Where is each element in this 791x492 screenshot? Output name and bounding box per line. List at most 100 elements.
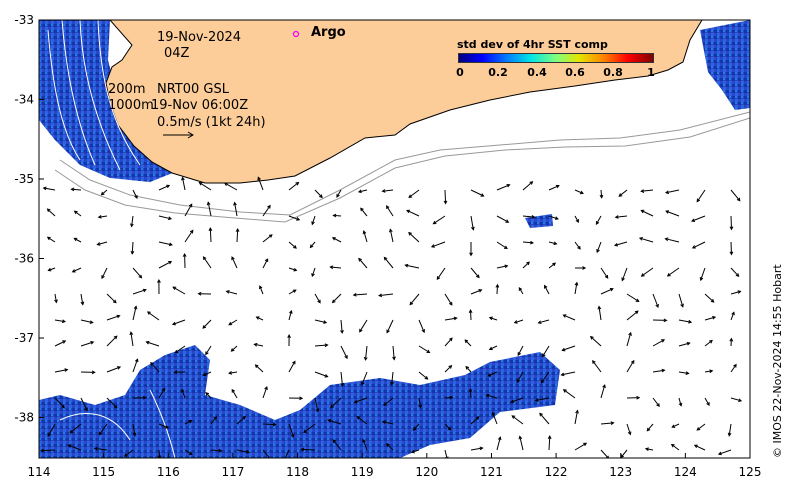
current-vector	[487, 371, 498, 377]
current-vector-head	[390, 381, 394, 386]
current-vector	[413, 423, 420, 431]
lat-tick-label: -37	[14, 331, 34, 345]
current-vector	[94, 447, 108, 451]
contour-200m	[59, 111, 750, 216]
current-vector	[678, 319, 692, 323]
current-vector-head	[589, 335, 594, 340]
current-vector-head	[233, 201, 237, 206]
current-vector	[641, 210, 654, 217]
current-vector	[262, 449, 270, 458]
current-vector	[146, 341, 160, 347]
current-vector	[228, 319, 238, 326]
current-vector-head	[497, 436, 502, 441]
current-vector-head	[518, 287, 523, 291]
current-vector-head	[709, 339, 713, 344]
current-vector-head	[696, 198, 701, 203]
current-vector-head	[656, 403, 660, 408]
current-vector	[327, 419, 342, 425]
current-vector	[574, 215, 579, 223]
current-vector	[408, 232, 420, 243]
scale-label: 0.5m/s (1kt 24h)	[157, 115, 266, 130]
current-vector	[406, 209, 420, 217]
current-vector	[205, 345, 212, 355]
current-vector-head	[552, 262, 557, 267]
current-vector-head	[188, 420, 193, 424]
current-vector	[418, 371, 428, 380]
current-vector-head	[129, 331, 134, 336]
current-vector	[47, 208, 56, 217]
current-vector-head	[665, 210, 670, 214]
current-vector	[359, 319, 368, 333]
current-vector	[175, 345, 186, 354]
current-vector	[514, 319, 524, 324]
current-vector	[444, 365, 452, 373]
current-vector	[519, 436, 524, 451]
current-vector-head	[324, 374, 329, 378]
current-vector-head	[640, 209, 645, 214]
current-vector-head	[47, 433, 51, 438]
current-vector	[548, 241, 557, 245]
current-vector-head	[352, 292, 357, 297]
current-vector-head	[231, 388, 236, 393]
lon-tick-label: 124	[674, 465, 697, 479]
current-vector-head	[168, 242, 173, 247]
current-vector-head	[254, 364, 259, 369]
current-vector-head	[518, 435, 523, 440]
current-vector	[548, 436, 551, 451]
current-vector	[98, 215, 108, 218]
current-vector-head	[205, 351, 209, 356]
current-vector	[54, 319, 65, 323]
current-vector	[470, 267, 480, 278]
colorbar-tick: 0.4	[527, 66, 547, 79]
current-vector-head	[562, 314, 567, 318]
current-vector-head	[595, 221, 600, 226]
current-vector	[184, 204, 193, 217]
current-vector-head	[670, 443, 675, 448]
current-vector-head	[712, 315, 717, 320]
current-vector-head	[630, 359, 635, 364]
current-vector-head	[123, 453, 128, 457]
current-vector-head	[283, 460, 286, 463]
current-vector-head	[73, 237, 78, 242]
current-vector-head	[157, 278, 161, 283]
current-vector	[80, 293, 84, 305]
current-vector-head	[436, 276, 441, 281]
current-vector-head	[101, 275, 105, 280]
current-vector-head	[181, 176, 185, 181]
current-vector	[496, 437, 501, 451]
current-vector	[202, 319, 212, 329]
current-vector-head	[311, 221, 315, 226]
current-vector	[362, 439, 368, 451]
current-vector	[284, 449, 290, 458]
current-vector	[496, 241, 508, 249]
current-vector	[470, 215, 474, 230]
current-vector-head	[640, 273, 645, 277]
current-vector-head	[173, 370, 178, 375]
current-vectors	[39, 176, 743, 463]
current-vector-head	[516, 379, 521, 384]
current-vector	[574, 189, 584, 194]
lon-tick-label: 121	[480, 465, 503, 479]
current-vector-head	[599, 194, 604, 199]
current-vector-head	[621, 277, 625, 282]
current-vector-head	[295, 181, 300, 186]
current-vector	[132, 359, 138, 373]
current-vector	[158, 449, 161, 458]
current-vector	[48, 267, 56, 271]
current-vector	[363, 230, 368, 243]
current-vector-head	[359, 328, 363, 333]
current-vector-head	[505, 219, 510, 223]
current-vector	[379, 293, 394, 297]
current-vector-head	[90, 340, 95, 345]
current-vector-head	[448, 364, 453, 369]
current-vector-head	[71, 269, 76, 273]
current-vector-head	[363, 356, 368, 361]
current-vector-head	[661, 368, 666, 373]
current-vector	[74, 237, 82, 243]
current-vector-head	[172, 286, 177, 290]
current-vector-head	[663, 318, 668, 323]
current-vector-head	[267, 204, 271, 209]
current-vector-head	[166, 184, 171, 189]
current-vector-head	[378, 293, 383, 298]
lon-tick-label: 114	[28, 465, 51, 479]
